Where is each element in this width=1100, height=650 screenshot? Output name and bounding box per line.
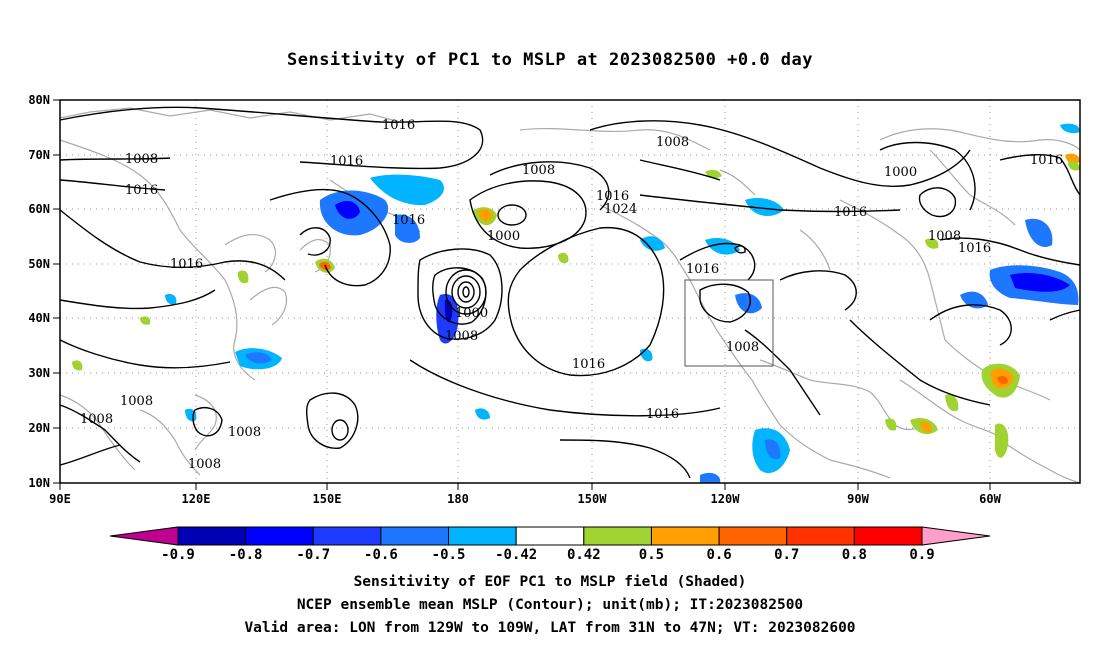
lon-labels: 90E 120E 150E 180 150W 120W 90W 60W (49, 492, 1001, 506)
lon-label: 120W (711, 492, 741, 506)
colorbar-label: 0.5 (639, 547, 664, 563)
contour-label: 1016 (646, 407, 679, 422)
contour-label: 1024 (604, 202, 637, 217)
colorbar-swatch (583, 526, 652, 546)
colorbar-label: 0.8 (842, 547, 867, 563)
contour-label: 1008 (228, 425, 261, 440)
lat-label: 40N (28, 311, 50, 325)
contour-label: 1016 (382, 118, 415, 133)
contour-label: 1016 (330, 154, 363, 169)
lon-label: 150W (578, 492, 608, 506)
lat-label: 20N (28, 421, 50, 435)
lon-label: 120E (182, 492, 211, 506)
colorbar: -0.9 -0.8 -0.7 -0.6 -0.5 -0.42 0.42 0.5 0.6 0.7 0.… (109, 526, 991, 563)
colorbar-label: -0.7 (296, 547, 330, 563)
sensitivity-shading (72, 123, 1080, 483)
colorbar-swatch (718, 526, 788, 546)
colorbar-swatch (853, 526, 923, 546)
lat-label: 10N (28, 476, 50, 490)
colorbar-swatch (650, 526, 720, 546)
lat-label: 70N (28, 148, 50, 162)
colorbar-label: 0.42 (567, 547, 601, 563)
lon-label: 90E (49, 492, 71, 506)
lon-label: 150E (313, 492, 342, 506)
map-panel: 1016 1008 1016 1016 1016 1016 1008 1000 … (28, 93, 1081, 506)
contour-label: 1000 (487, 229, 520, 244)
colorbar-swatch (448, 526, 517, 546)
caption-line-2: NCEP ensemble mean MSLP (Contour); unit(… (296, 597, 804, 613)
lon-label: 60W (979, 492, 1001, 506)
colorbar-swatch (312, 526, 382, 546)
lon-label: 180 (447, 492, 469, 506)
colorbar-label: 0.7 (774, 547, 799, 563)
chart-title: Sensitivity of PC1 to MSLP at 2023082500… (286, 50, 813, 70)
colorbar-label: 0.9 (909, 547, 934, 563)
contour-label: 1008 (522, 163, 555, 178)
colorbar-left-extension (109, 526, 179, 546)
contour-label: 1008 (125, 152, 158, 167)
contour-label: 1008 (656, 135, 689, 150)
lon-label: 90W (847, 492, 869, 506)
contour-label: 1016 (596, 189, 629, 204)
contour-label: 1016 (572, 357, 605, 372)
lat-label: 30N (28, 366, 50, 380)
contour-label: 1008 (80, 412, 113, 427)
colorbar-label: -0.9 (161, 547, 195, 563)
contour-label: 1016 (1030, 153, 1063, 168)
contour-label: 1008 (188, 457, 221, 472)
colorbar-label: -0.8 (229, 547, 263, 563)
contour-label: 1016 (125, 183, 158, 198)
colorbar-label: -0.6 (364, 547, 398, 563)
contour-label: 1008 (726, 340, 759, 355)
contour-label: 1016 (392, 213, 425, 228)
colorbar-swatch (177, 526, 247, 546)
coastlines (59, 107, 1081, 484)
contour-label: 1016 (686, 262, 719, 277)
contour-label-layer: 1016 1008 1016 1016 1016 1016 1008 1000 … (80, 118, 1063, 472)
colorbar-right-extension (921, 526, 991, 546)
mslp-contours (59, 106, 1081, 479)
lat-labels: 80N 70N 60N 50N 40N 30N 20N 10N (28, 93, 50, 490)
map-frame (59, 99, 1081, 484)
colorbar-label: -0.5 (432, 547, 466, 563)
valid-area-box (684, 279, 774, 367)
caption-line-1: Sensitivity of EOF PC1 to MSLP field (Sh… (353, 574, 747, 590)
caption-line-3: Valid area: LON from 129W to 109W, LAT f… (244, 620, 856, 636)
colorbar-swatch (515, 526, 585, 546)
contour-label: 1000 (884, 165, 917, 180)
colorbar-label: -0.42 (495, 547, 537, 563)
colorbar-swatch (786, 526, 855, 546)
tick-marks (53, 99, 991, 490)
contour-label: 1008 (120, 394, 153, 409)
contour-label: 1016 (170, 257, 203, 272)
lat-label: 50N (28, 257, 50, 271)
gridlines (60, 100, 1080, 483)
colorbar-swatch (245, 526, 314, 546)
contour-label: 1016 (834, 205, 867, 220)
lat-label: 60N (28, 202, 50, 216)
lat-label: 80N (28, 93, 50, 107)
contour-label: 1000 (455, 306, 488, 321)
contour-label: 1016 (958, 241, 991, 256)
contour-label: 1008 (928, 229, 961, 244)
colorbar-label: 0.6 (706, 547, 731, 563)
colorbar-swatch (380, 526, 450, 546)
contour-label: 1008 (445, 329, 478, 344)
